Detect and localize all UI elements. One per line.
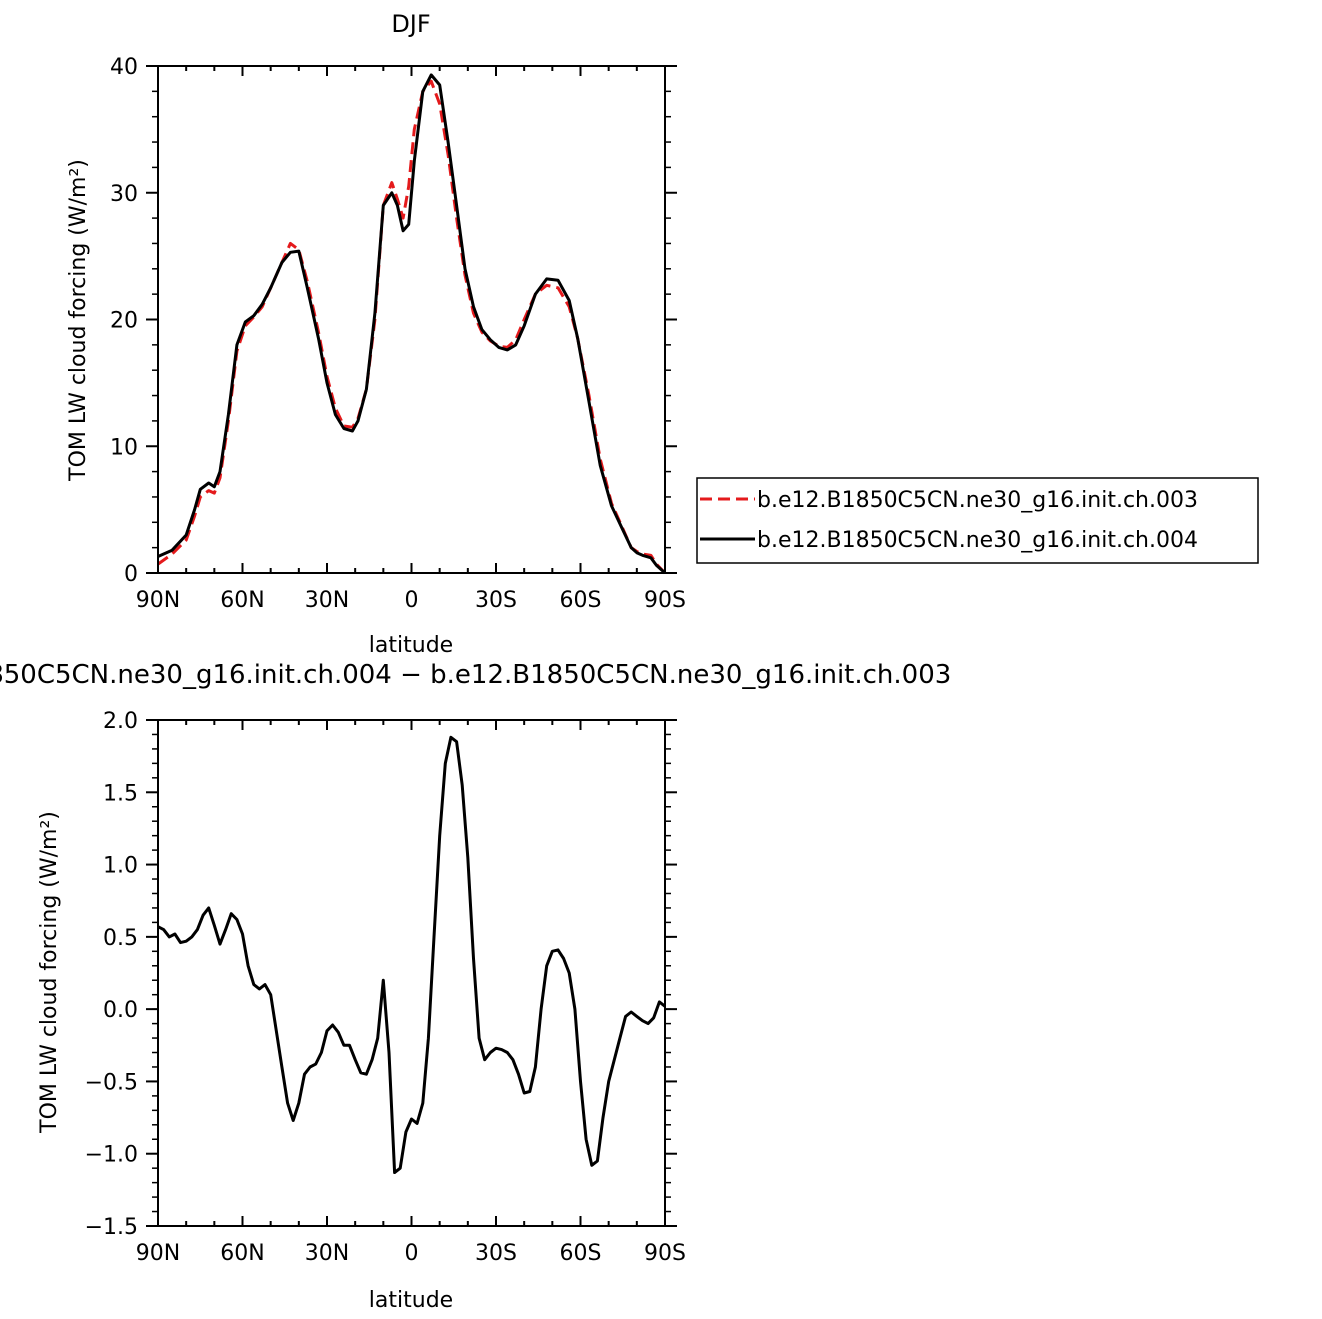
- bottom-y-tick-label-4: 0.5: [103, 926, 138, 951]
- bottom-chart: 90N 60N 30N 0 30S 60S 90S −1.5 −1.0 −0.5 0.0 0.5 1.0…: [0, 660, 951, 1313]
- bottom-x-tick-label-0: 90N: [136, 1241, 180, 1266]
- legend-label-series-004: b.e12.B1850C5CN.ne30_g16.init.ch.004: [757, 528, 1198, 553]
- bottom-x-tick-label-6: 90S: [644, 1241, 686, 1266]
- top-y-axis-label: TOM LW cloud forcing (W/m²): [66, 159, 91, 482]
- top-chart-title: DJF: [391, 10, 430, 38]
- top-x-tick-label-2: 30N: [305, 588, 349, 613]
- bottom-y-tick-label-3: 0.0: [103, 998, 138, 1023]
- top-x-tick-label-6: 90S: [644, 588, 686, 613]
- top-y-tick-label-1: 10: [110, 435, 138, 460]
- bottom-y-axis-label: TOM LW cloud forcing (W/m²): [37, 811, 62, 1134]
- top-y-tick-label-4: 40: [110, 55, 138, 80]
- top-legend: b.e12.B1850C5CN.ne30_g16.init.ch.003 b.e…: [696, 477, 1259, 564]
- bottom-y-tick-label-5: 1.0: [103, 854, 138, 879]
- top-x-tick-label-4: 30S: [475, 588, 517, 613]
- bottom-y-tick-label-0: −1.5: [85, 1215, 138, 1240]
- top-x-tick-label-3: 0: [405, 588, 419, 613]
- top-x-tick-label-0: 90N: [136, 588, 180, 613]
- top-chart: 90N 60N 30N 0 30S 60S 90S 0 10 20 30 40 DJF latitud…: [66, 10, 1259, 658]
- top-x-axis-label: latitude: [369, 633, 453, 658]
- top-series-line-0: [157, 79, 667, 575]
- top-x-tick-label-5: 60S: [560, 588, 602, 613]
- bottom-y-tick-label-7: 2.0: [103, 709, 138, 734]
- top-y-tick-label-3: 30: [110, 182, 138, 207]
- legend-box: [696, 477, 1259, 564]
- bottom-y-tick-label-2: −0.5: [85, 1070, 138, 1095]
- bottom-series-line-0: [157, 735, 666, 1174]
- bottom-x-tick-label-5: 60S: [560, 1241, 602, 1266]
- top-x-tick-label-1: 60N: [220, 588, 264, 613]
- bottom-y-tick-label-6: 1.5: [103, 781, 138, 806]
- bottom-chart-title: b.e12.B1850C5CN.ne30_g16.init.ch.004 − b…: [0, 660, 951, 690]
- bottom-y-tick-label-1: −1.0: [85, 1143, 138, 1168]
- bottom-x-tick-label-2: 30N: [305, 1241, 349, 1266]
- legend-label-series-003: b.e12.B1850C5CN.ne30_g16.init.ch.003: [757, 488, 1198, 513]
- top-y-tick-label-2: 20: [110, 309, 138, 334]
- bottom-x-tick-label-4: 30S: [475, 1241, 517, 1266]
- top-plot-area: 90N 60N 30N 0 30S 60S 90S 0 10 20 30 40: [110, 55, 686, 613]
- bottom-x-tick-label-3: 0: [405, 1241, 419, 1266]
- top-series-line-1: [157, 73, 666, 575]
- bottom-x-axis-label: latitude: [369, 1288, 453, 1313]
- bottom-plot-area: 90N 60N 30N 0 30S 60S 90S −1.5 −1.0 −0.5 0.0 0.5 1.0…: [85, 709, 686, 1266]
- top-y-tick-label-0: 0: [124, 562, 138, 587]
- bottom-x-tick-label-1: 60N: [220, 1241, 264, 1266]
